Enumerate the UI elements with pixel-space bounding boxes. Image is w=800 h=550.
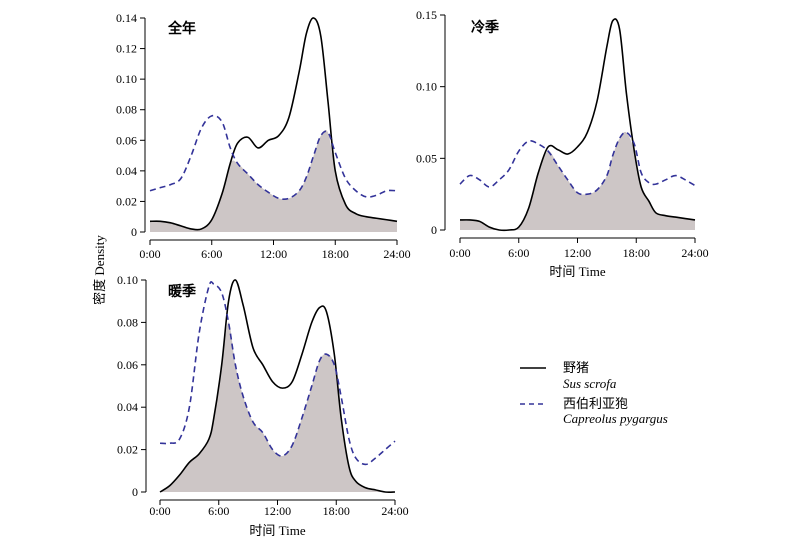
chart-panel-warm-season: 0 0.02 0.04 0.06 0.08 0.10 0:00 6:00 12:00 18:00 2… [117, 273, 409, 538]
y-tick-label: 0.14 [116, 11, 137, 25]
x-tick-label: 0:00 [139, 247, 160, 261]
series-line-wild-boar-annual [149, 17, 398, 231]
x-tick-label: 24:00 [681, 246, 708, 260]
x-tick-label: 6:00 [201, 247, 222, 261]
x-tick-label: 18:00 [322, 247, 349, 261]
y-tick-label: 0.05 [416, 151, 437, 165]
y-tick-label: 0 [131, 225, 137, 239]
legend-label-roe-deer: 西伯利亚狍 [563, 396, 628, 411]
y-tick-label: 0.10 [116, 72, 137, 86]
x-tick-label: 24:00 [383, 247, 410, 261]
x-tick-label: 0:00 [149, 504, 170, 518]
y-tick-label: 0.12 [116, 42, 137, 56]
panel-title-cold: 冷季 [471, 19, 499, 36]
series-line-wild-boar-warm [159, 279, 396, 493]
y-tick-label: 0 [132, 485, 138, 499]
overlap-area-annual [150, 129, 397, 232]
x-tick-label: 6:00 [508, 246, 529, 260]
y-tick-label: 0.06 [116, 133, 137, 147]
series-line-roe-deer-annual [149, 114, 398, 201]
chart-legend: 野猪 Sus scrofa 西伯利亚狍 Capreolus pygargus [520, 360, 668, 426]
y-tick-label: 0.10 [416, 80, 437, 94]
x-tick-label: 0:00 [449, 246, 470, 260]
legend-sublabel-roe-deer: Capreolus pygargus [563, 411, 668, 426]
legend-sublabel-wild-boar: Sus scrofa [563, 376, 617, 391]
x-tick-label: 12:00 [260, 247, 287, 261]
y-axis-title: 密度 Density [92, 235, 107, 305]
y-tick-label: 0.06 [117, 358, 138, 372]
y-tick-label: 0.04 [116, 164, 137, 178]
y-tick-label: 0.08 [116, 103, 137, 117]
y-tick-label: 0.08 [117, 315, 138, 329]
overlap-area-cold [460, 131, 695, 231]
series-line-roe-deer-warm [159, 281, 396, 466]
y-tick-label: 0.04 [117, 400, 138, 414]
y-tick-label: 0.15 [416, 8, 437, 22]
x-tick-label: 12:00 [264, 504, 291, 518]
chart-panel-cold-season: 0 0.05 0.10 0.15 0:00 6:00 12:00 18:00 24:00 冷季时间… [416, 8, 709, 279]
y-tick-label: 0 [431, 223, 437, 237]
x-tick-label: 6:00 [208, 504, 229, 518]
x-tick-label: 18:00 [323, 504, 350, 518]
panel-title-warm: 暖季 [168, 283, 196, 300]
x-tick-label: 12:00 [564, 246, 591, 260]
x-tick-label: 24:00 [381, 504, 408, 518]
y-tick-label: 0.10 [117, 273, 138, 287]
x-axis-title-cold: 时间 Time [549, 264, 605, 279]
series-line-wild-boar-cold [459, 18, 696, 232]
y-tick-label: 0.02 [117, 443, 138, 457]
y-tick-label: 0.02 [116, 194, 137, 208]
overlap-area-warm [160, 322, 395, 493]
series-line-roe-deer-cold [459, 131, 696, 196]
panel-title-annual: 全年 [167, 20, 196, 37]
x-axis-title-warm: 时间 Time [249, 523, 305, 538]
legend-label-wild-boar: 野猪 [563, 360, 589, 375]
x-tick-label: 18:00 [623, 246, 650, 260]
chart-panel-annual: 0 0.02 0.04 0.06 0.08 0.10 0.12 0.14 0:00 6:00 12:… [116, 11, 411, 261]
